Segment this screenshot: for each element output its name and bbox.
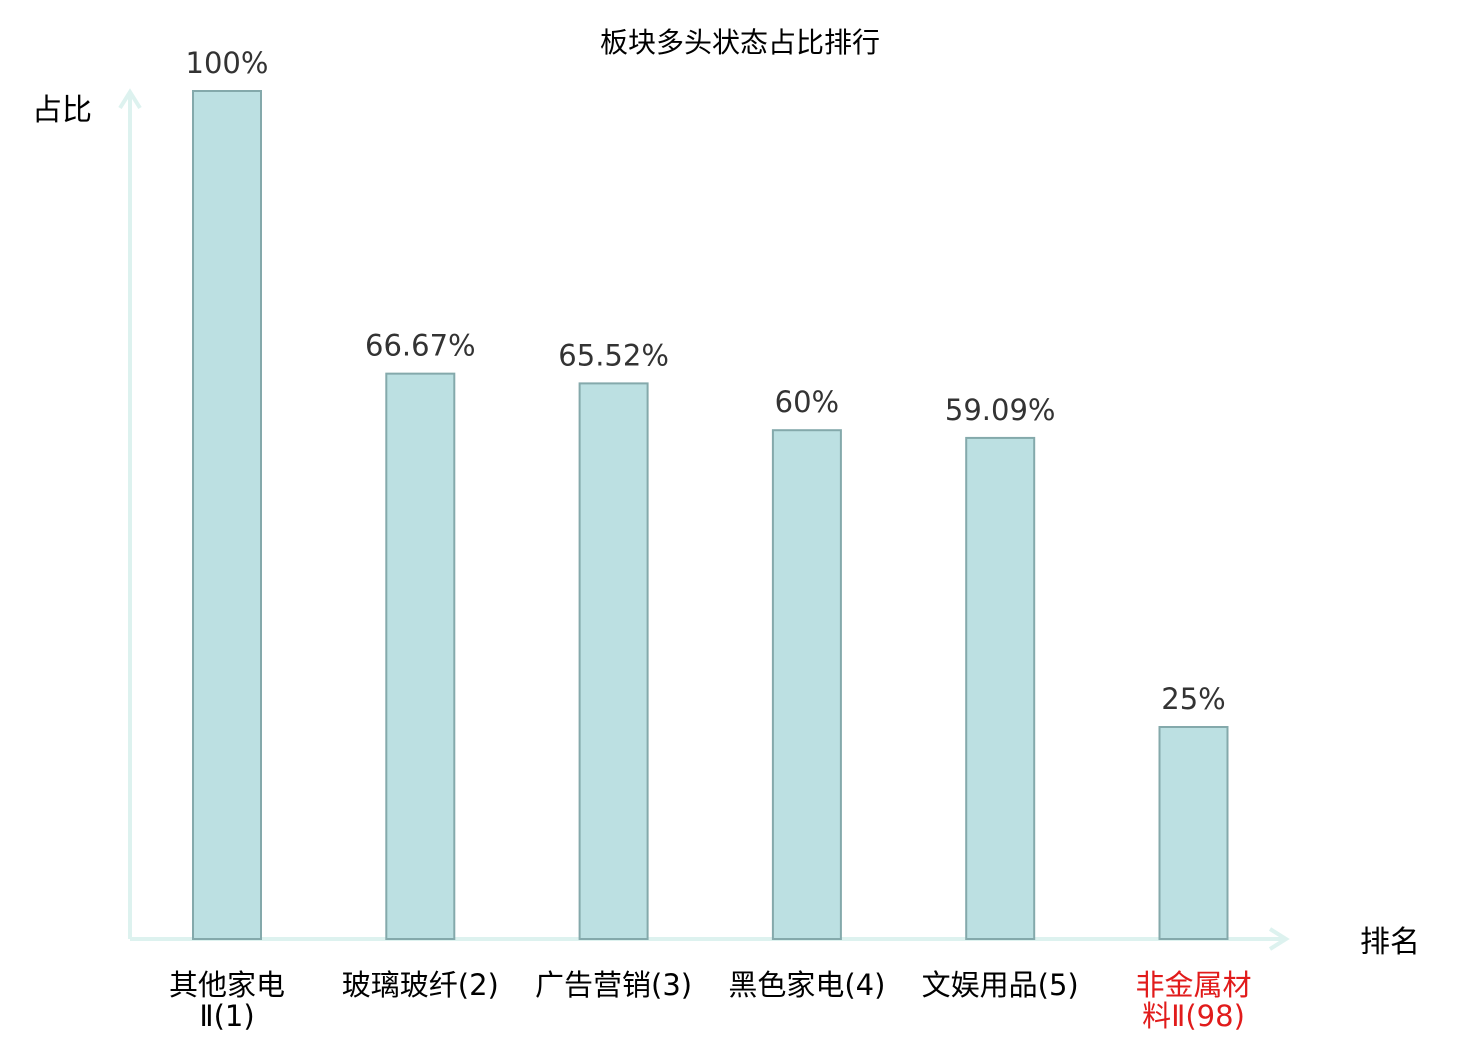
y-axis-label: 占比	[32, 93, 92, 128]
bars-group	[192, 90, 1229, 941]
value-label-2: 66.67%	[365, 329, 476, 363]
value-label-5: 59.09%	[945, 393, 1056, 427]
category-label-3: 广告营销(3)	[535, 968, 692, 1002]
value-label-4: 60%	[775, 385, 839, 419]
category-label-5: 文娱用品(5)	[922, 968, 1079, 1002]
bar-4[interactable]	[771, 429, 842, 940]
value-label-1: 100%	[186, 46, 269, 80]
axes	[118, 88, 1290, 951]
y-axis-arrow	[118, 88, 142, 110]
bar-2[interactable]	[385, 372, 456, 940]
value-label-3: 65.52%	[558, 338, 669, 372]
category-label-1-line-2: Ⅱ(1)	[199, 999, 254, 1033]
bar-5[interactable]	[965, 436, 1036, 940]
bar-6[interactable]	[1158, 726, 1229, 940]
chart-title: 板块多头状态占比排行	[600, 26, 880, 59]
category-label-2: 玻璃玻纤(2)	[342, 968, 499, 1002]
bar-1[interactable]	[192, 90, 262, 940]
category-label-6-line-1: 非金属材	[1135, 968, 1251, 1002]
value-labels-group: 100% 66.67% 65.52% 60% 59.09% 25%	[186, 46, 1226, 716]
x-axis-arrow	[1268, 927, 1290, 951]
x-axis-label: 排名	[1360, 925, 1420, 960]
bar-3[interactable]	[578, 382, 649, 941]
category-label-1-line-1: 其他家电	[169, 968, 285, 1002]
category-label-4: 黑色家电(4)	[728, 968, 885, 1002]
value-label-6: 25%	[1161, 682, 1225, 716]
category-label-6-line-2: 料Ⅱ(98)	[1142, 999, 1245, 1033]
